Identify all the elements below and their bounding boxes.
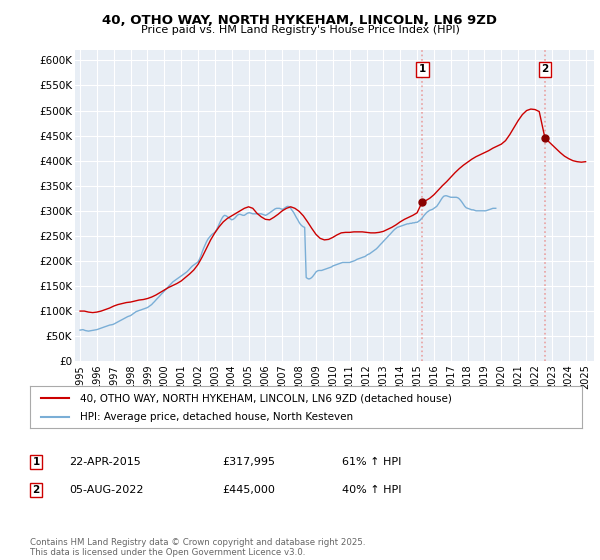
Text: 40% ↑ HPI: 40% ↑ HPI bbox=[342, 485, 401, 495]
Text: 40, OTHO WAY, NORTH HYKEHAM, LINCOLN, LN6 9ZD: 40, OTHO WAY, NORTH HYKEHAM, LINCOLN, LN… bbox=[103, 14, 497, 27]
Text: £317,995: £317,995 bbox=[222, 457, 275, 467]
Text: 1: 1 bbox=[419, 64, 426, 74]
Text: 1: 1 bbox=[32, 457, 40, 467]
Text: 05-AUG-2022: 05-AUG-2022 bbox=[69, 485, 143, 495]
Text: 61% ↑ HPI: 61% ↑ HPI bbox=[342, 457, 401, 467]
Text: 40, OTHO WAY, NORTH HYKEHAM, LINCOLN, LN6 9ZD (detached house): 40, OTHO WAY, NORTH HYKEHAM, LINCOLN, LN… bbox=[80, 393, 452, 403]
Text: 2: 2 bbox=[32, 485, 40, 495]
Text: HPI: Average price, detached house, North Kesteven: HPI: Average price, detached house, Nort… bbox=[80, 412, 353, 422]
Text: Price paid vs. HM Land Registry's House Price Index (HPI): Price paid vs. HM Land Registry's House … bbox=[140, 25, 460, 35]
Text: £445,000: £445,000 bbox=[222, 485, 275, 495]
Text: Contains HM Land Registry data © Crown copyright and database right 2025.
This d: Contains HM Land Registry data © Crown c… bbox=[30, 538, 365, 557]
Text: 2: 2 bbox=[541, 64, 548, 74]
Text: 22-APR-2015: 22-APR-2015 bbox=[69, 457, 141, 467]
